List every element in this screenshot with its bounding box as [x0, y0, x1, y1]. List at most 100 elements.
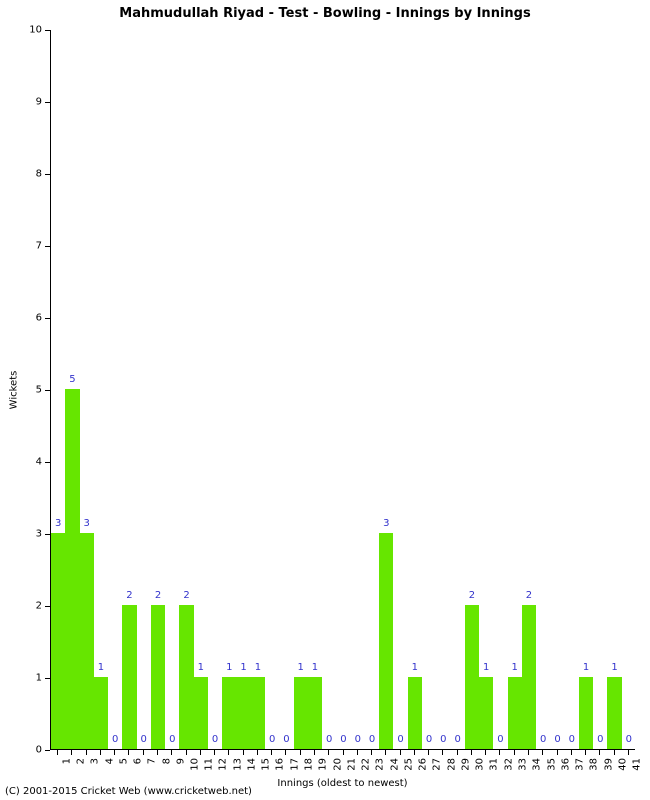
bar-value-label: 3 [383, 518, 389, 529]
x-tick-mark [214, 750, 215, 755]
bar-value-label: 1 [412, 662, 418, 673]
bar-value-label: 2 [155, 590, 161, 601]
bar: 1 [308, 677, 322, 749]
bar: 1 [236, 677, 250, 749]
x-tick-label: 36 [561, 758, 572, 771]
bar: 1 [194, 677, 208, 749]
bar: 2 [465, 605, 479, 749]
bar-value-label: 2 [526, 590, 532, 601]
x-tick-mark [571, 750, 572, 755]
x-tick-label: 13 [232, 758, 243, 771]
y-tick-mark [45, 390, 50, 391]
x-tick-label: 29 [461, 758, 472, 771]
bar: 5 [65, 389, 79, 749]
x-tick-mark [385, 750, 386, 755]
x-tick-label: 3 [90, 758, 101, 764]
bar: 3 [80, 533, 94, 749]
bar-value-label: 2 [469, 590, 475, 601]
x-tick-mark [157, 750, 158, 755]
x-tick-mark [400, 750, 401, 755]
bar: 3 [379, 533, 393, 749]
y-tick-label: 0 [22, 745, 42, 756]
bar: 2 [122, 605, 136, 749]
bar-value-label: 1 [483, 662, 489, 673]
x-tick-label: 12 [218, 758, 229, 771]
bar-value-label: 0 [454, 734, 460, 745]
y-tick-mark [45, 30, 50, 31]
x-tick-label: 10 [190, 758, 201, 771]
x-tick-label: 33 [518, 758, 529, 771]
x-tick-mark [271, 750, 272, 755]
bar: 1 [579, 677, 593, 749]
x-tick-mark [442, 750, 443, 755]
bar-value-label: 1 [297, 662, 303, 673]
x-tick-label: 28 [446, 758, 457, 771]
x-tick-label: 35 [546, 758, 557, 771]
bar-value-label: 1 [255, 662, 261, 673]
x-tick-label: 22 [361, 758, 372, 771]
y-tick-mark [45, 246, 50, 247]
bar-value-label: 0 [397, 734, 403, 745]
x-tick-label: 7 [147, 758, 158, 764]
x-tick-mark [471, 750, 472, 755]
bar-value-label: 0 [169, 734, 175, 745]
y-tick-label: 2 [22, 601, 42, 612]
x-tick-label: 23 [375, 758, 386, 771]
bar: 1 [479, 677, 493, 749]
x-tick-mark [514, 750, 515, 755]
x-tick-label: 2 [75, 758, 86, 764]
x-tick-mark [528, 750, 529, 755]
bar-value-label: 1 [226, 662, 232, 673]
x-tick-label: 16 [275, 758, 286, 771]
bar-value-label: 0 [440, 734, 446, 745]
y-tick-mark [45, 318, 50, 319]
x-tick-label: 8 [161, 758, 172, 764]
x-tick-label: 9 [175, 758, 186, 764]
y-tick-mark [45, 462, 50, 463]
y-tick-mark [45, 606, 50, 607]
y-tick-label: 3 [22, 529, 42, 540]
bar: 1 [508, 677, 522, 749]
x-tick-label: 39 [603, 758, 614, 771]
x-tick-mark [314, 750, 315, 755]
bar-value-label: 0 [626, 734, 632, 745]
x-tick-mark [614, 750, 615, 755]
x-tick-mark [86, 750, 87, 755]
bar-value-label: 0 [269, 734, 275, 745]
plot-area: 3531020202101110011000030100021012000101… [50, 30, 635, 750]
x-tick-mark [285, 750, 286, 755]
bar: 2 [522, 605, 536, 749]
bar-value-label: 0 [141, 734, 147, 745]
bar: 1 [94, 677, 108, 749]
x-tick-mark [186, 750, 187, 755]
x-tick-label: 19 [318, 758, 329, 771]
bar-value-label: 1 [312, 662, 318, 673]
bar-value-label: 0 [326, 734, 332, 745]
x-tick-label: 37 [575, 758, 586, 771]
x-tick-label: 41 [632, 758, 643, 771]
x-tick-label: 27 [432, 758, 443, 771]
x-tick-mark [243, 750, 244, 755]
x-tick-label: 25 [404, 758, 415, 771]
bar-value-label: 0 [497, 734, 503, 745]
y-tick-label: 9 [22, 97, 42, 108]
x-tick-label: 5 [118, 758, 129, 764]
x-tick-label: 38 [589, 758, 600, 771]
bar-value-label: 0 [340, 734, 346, 745]
x-tick-mark [57, 750, 58, 755]
x-tick-label: 18 [304, 758, 315, 771]
x-tick-label: 17 [289, 758, 300, 771]
bar: 1 [251, 677, 265, 749]
x-tick-mark [428, 750, 429, 755]
x-tick-label: 4 [104, 758, 115, 764]
bar-value-label: 3 [55, 518, 61, 529]
bar-value-label: 0 [569, 734, 575, 745]
y-tick-mark [45, 534, 50, 535]
x-tick-mark [499, 750, 500, 755]
x-tick-mark [343, 750, 344, 755]
x-tick-label: 34 [532, 758, 543, 771]
x-tick-label: 11 [204, 758, 215, 771]
x-tick-label: 30 [475, 758, 486, 771]
y-tick-mark [45, 174, 50, 175]
x-tick-mark [128, 750, 129, 755]
